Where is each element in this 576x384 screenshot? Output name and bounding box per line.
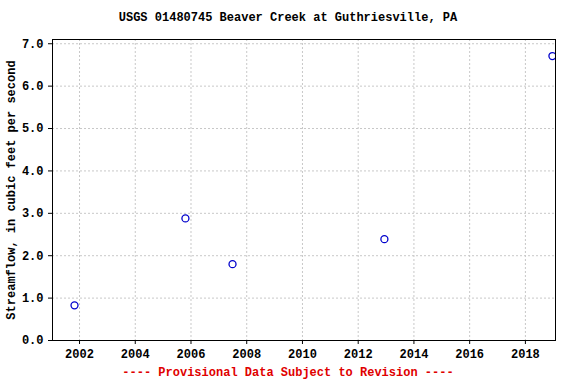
svg-text:7.0: 7.0	[22, 38, 44, 52]
svg-text:0.0: 0.0	[22, 334, 44, 348]
svg-text:6.0: 6.0	[22, 80, 44, 94]
svg-text:2012: 2012	[344, 348, 373, 362]
svg-text:3.0: 3.0	[22, 207, 44, 221]
svg-text:4.0: 4.0	[22, 165, 44, 179]
svg-text:5.0: 5.0	[22, 122, 44, 136]
html-text:USGS 01480745 Beaver Creek at: USGS 01480745 Beaver Creek at Guthriesvi…	[118, 11, 458, 25]
svg-text:2.0: 2.0	[22, 250, 44, 264]
svg-text:2014: 2014	[400, 348, 429, 362]
svg-text:1.0: 1.0	[22, 292, 44, 306]
svg-text:2006: 2006	[177, 348, 206, 362]
svg-text:2010: 2010	[288, 348, 317, 362]
svg-text:2002: 2002	[65, 348, 94, 362]
svg-text:2016: 2016	[455, 348, 484, 362]
html-text:---- Provisional Data Subject: ---- Provisional Data Subject to Revisio…	[122, 366, 454, 380]
svg-text:2008: 2008	[232, 348, 261, 362]
svg-text:2018: 2018	[511, 348, 540, 362]
svg-text:2004: 2004	[121, 348, 150, 362]
svg-text:Streamflow, in cubic feet per: Streamflow, in cubic feet per second	[5, 60, 19, 319]
